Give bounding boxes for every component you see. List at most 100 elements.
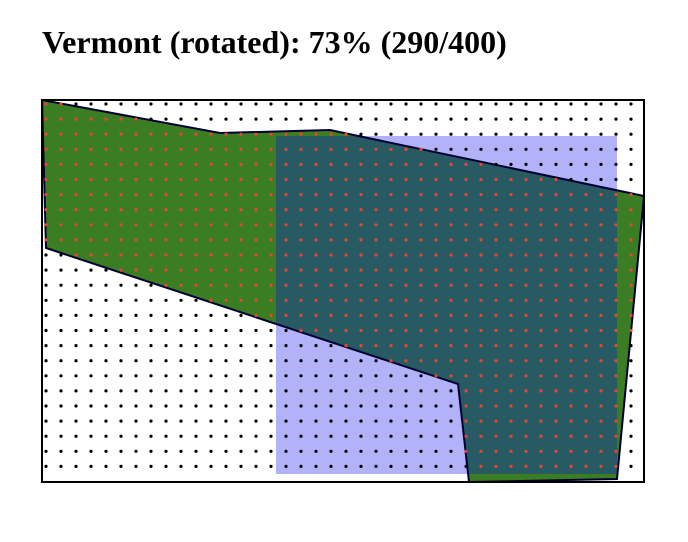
sample-dot-inside xyxy=(389,268,393,272)
sample-dot-outside xyxy=(584,132,588,136)
sample-dot-outside xyxy=(434,147,438,151)
sample-dot-inside xyxy=(179,253,183,257)
sample-dot-inside xyxy=(524,298,528,302)
sample-dot-inside xyxy=(134,208,138,212)
sample-dot-inside xyxy=(554,177,558,182)
sample-dot-inside xyxy=(344,298,348,302)
sample-dot-inside xyxy=(464,253,468,257)
sample-dot-outside xyxy=(629,132,633,136)
sample-dot-inside xyxy=(104,117,108,121)
sample-dot-inside xyxy=(494,344,498,348)
sample-dot-outside xyxy=(254,344,258,348)
sample-dot-outside xyxy=(299,117,303,121)
sample-dot-inside xyxy=(74,253,78,257)
sample-dot-inside xyxy=(389,253,393,257)
sample-dot-outside xyxy=(74,283,78,287)
sample-dot-inside xyxy=(314,283,318,287)
sample-dot-inside xyxy=(239,132,243,136)
sample-dot-inside xyxy=(59,162,63,166)
sample-dot-outside xyxy=(374,434,378,438)
sample-dot-inside xyxy=(194,238,198,242)
sample-dot-inside xyxy=(404,147,408,151)
sample-dot-outside xyxy=(74,328,78,333)
sample-dot-inside xyxy=(344,313,348,317)
sample-dot-outside xyxy=(104,298,108,302)
sample-dot-outside xyxy=(164,389,168,393)
sample-dot-inside xyxy=(194,268,198,272)
sample-dot-outside xyxy=(134,404,138,408)
sample-dot-outside xyxy=(134,449,138,453)
sample-dot-inside xyxy=(494,449,498,453)
sample-dots-inside xyxy=(44,102,633,468)
sample-dot-inside xyxy=(119,208,123,212)
sample-dot-inside xyxy=(434,283,438,287)
sample-dot-inside xyxy=(269,268,273,272)
sample-dot-inside xyxy=(194,253,198,257)
sample-dot-inside xyxy=(494,464,498,468)
sample-dot-inside xyxy=(134,132,138,136)
sample-dot-inside xyxy=(464,298,468,302)
sample-dot-inside xyxy=(374,313,378,317)
sample-dot-outside xyxy=(299,464,303,468)
sample-dot-inside xyxy=(449,268,453,272)
sample-dot-outside xyxy=(344,374,348,378)
sample-dot-inside xyxy=(509,389,513,393)
sample-dot-outside xyxy=(119,298,123,302)
sample-dot-outside xyxy=(404,117,408,121)
sample-dot-outside xyxy=(509,102,513,106)
sample-dot-inside xyxy=(359,298,363,302)
sample-dot-inside xyxy=(164,253,168,257)
sample-dot-inside xyxy=(104,162,108,166)
sample-dot-outside xyxy=(239,344,243,348)
sample-dot-inside xyxy=(449,283,453,287)
sample-dot-inside xyxy=(74,223,78,227)
sample-dot-outside xyxy=(239,434,243,438)
sample-dot-outside xyxy=(104,389,108,393)
sample-dot-inside xyxy=(479,223,483,227)
sample-dot-inside xyxy=(479,162,483,166)
sample-dot-inside xyxy=(284,132,288,136)
sample-dot-inside xyxy=(269,313,273,317)
sample-dot-outside xyxy=(224,404,228,408)
sample-dot-outside xyxy=(584,147,588,151)
sample-dot-outside xyxy=(434,389,438,393)
sample-dot-inside xyxy=(554,328,558,333)
sample-dot-outside xyxy=(164,404,168,408)
sample-dot-inside xyxy=(629,193,633,197)
sample-dot-inside xyxy=(374,208,378,212)
sample-dot-inside xyxy=(509,419,513,423)
sample-dot-outside xyxy=(89,328,93,333)
sample-dot-inside xyxy=(269,298,273,302)
sample-dot-outside xyxy=(389,389,393,393)
sample-dot-inside xyxy=(434,344,438,348)
sample-dot-inside xyxy=(269,238,273,242)
sample-dot-outside xyxy=(344,434,348,438)
sample-dot-outside xyxy=(359,419,363,423)
sample-dot-outside xyxy=(59,359,63,363)
sample-dot-outside xyxy=(59,449,63,453)
sample-dot-outside xyxy=(59,464,63,468)
sample-dot-inside xyxy=(494,253,498,257)
sample-dot-inside xyxy=(329,298,333,302)
sample-dot-outside xyxy=(239,328,243,333)
sample-dot-inside xyxy=(209,253,213,257)
sample-dot-outside xyxy=(389,117,393,121)
sample-dot-outside xyxy=(209,404,213,408)
sample-dot-outside xyxy=(299,449,303,453)
sample-dot-outside xyxy=(449,102,453,106)
sample-dot-outside xyxy=(344,389,348,393)
sample-dot-outside xyxy=(224,359,228,363)
sample-dot-outside xyxy=(299,102,303,106)
sample-dot-inside xyxy=(269,283,273,287)
sample-dot-inside xyxy=(419,283,423,287)
sample-dot-inside xyxy=(404,177,408,182)
sample-dot-outside xyxy=(269,434,273,438)
sample-dot-inside xyxy=(419,177,423,182)
sample-dot-inside xyxy=(119,223,123,227)
sample-dot-inside xyxy=(584,344,588,348)
sample-dot-outside xyxy=(284,102,288,106)
sample-dot-outside xyxy=(179,389,183,393)
sample-dot-inside xyxy=(569,404,573,408)
sample-dot-inside xyxy=(434,238,438,242)
sample-dot-outside xyxy=(119,344,123,348)
